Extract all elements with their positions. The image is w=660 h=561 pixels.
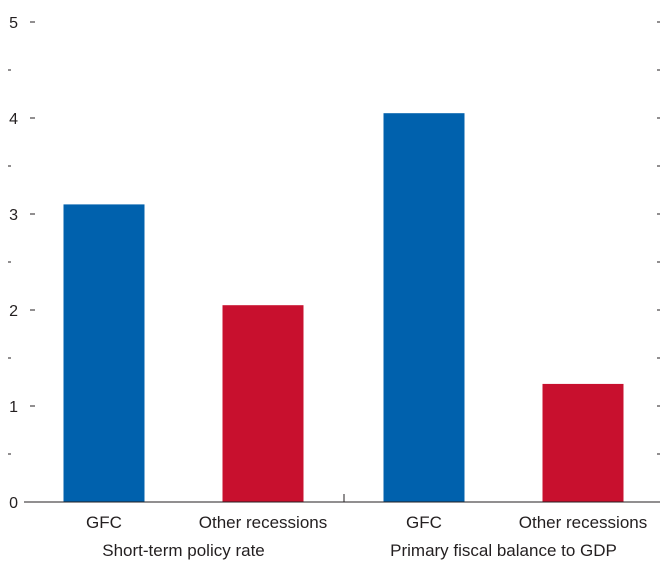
category-label: Other recessions xyxy=(519,513,648,532)
bar-1-gfc xyxy=(63,204,145,502)
group-labels: Short-term policy rate Primary fiscal bal… xyxy=(102,541,617,560)
group-label-1: Short-term policy rate xyxy=(102,541,265,560)
y-tick-label-2: 2 xyxy=(9,303,18,320)
y-axis-left: 0 1 2 3 4 5 xyxy=(8,15,35,512)
y-tick-label-3: 3 xyxy=(9,207,18,224)
y-tick-label-0: 0 xyxy=(9,495,18,512)
x-axis xyxy=(24,494,660,503)
bar-2-gfc xyxy=(383,113,465,502)
y-tick-label-5: 5 xyxy=(9,15,18,32)
y-tick-label-1: 1 xyxy=(9,399,18,416)
category-labels: GFC Other recessions GFC Other recessions xyxy=(86,513,647,532)
category-label: GFC xyxy=(406,513,442,532)
group-label-2: Primary fiscal balance to GDP xyxy=(390,541,617,560)
bar-1-other-recessions xyxy=(222,305,304,502)
category-label: GFC xyxy=(86,513,122,532)
y-tick-label-4: 4 xyxy=(9,111,18,128)
bars xyxy=(63,113,624,502)
category-label: Other recessions xyxy=(199,513,328,532)
bar-2-other-recessions xyxy=(542,383,624,502)
